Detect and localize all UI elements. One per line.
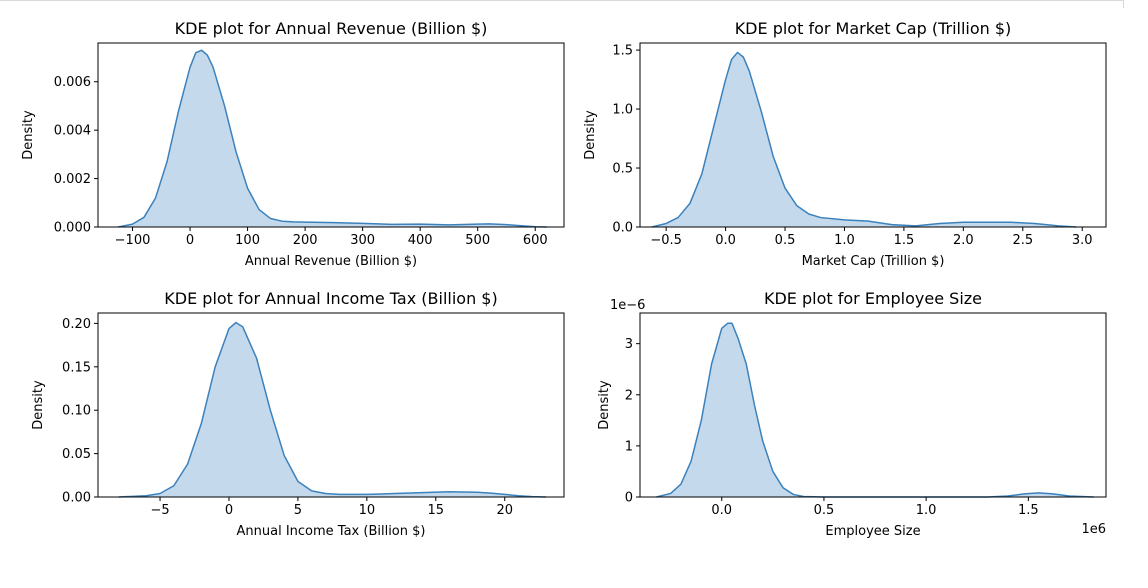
y-tick-label: 0.002: [54, 172, 91, 187]
kde-area-fill: [118, 50, 547, 228]
axes-frame: [639, 42, 1107, 228]
y-axis-label: Density: [583, 110, 598, 160]
y-tick-label: 3: [625, 337, 633, 352]
x-tick-label: 3.0: [1072, 233, 1093, 248]
x-tick-label: 1.5: [894, 233, 915, 248]
x-tick-label: 1.0: [916, 503, 937, 518]
kde-area-fill: [656, 323, 1094, 497]
x-tick-label: −5: [150, 503, 169, 518]
y-axis-label: Density: [597, 380, 612, 430]
x-tick-label: 1.5: [1018, 503, 1039, 518]
x-tick-label: 0.5: [775, 233, 796, 248]
x-tick-label: −100: [115, 233, 151, 248]
axes-frame: [639, 312, 1107, 498]
x-tick-label: 200: [293, 233, 318, 248]
x-tick-label: 0.0: [711, 503, 732, 518]
kde-density-line: [656, 322, 1094, 498]
x-tick-label: 10: [359, 503, 376, 518]
x-tick-label: 20: [496, 503, 513, 518]
x-tick-label: 2.5: [1012, 233, 1033, 248]
kde-density-line: [651, 51, 1077, 228]
x-tick-label: 0: [186, 233, 194, 248]
y-tick-label: 0.05: [62, 447, 91, 462]
kde-area-fill: [118, 322, 547, 497]
x-tick-label: 500: [465, 233, 490, 248]
frame-right-border: [1123, 0, 1124, 8]
y-tick-label: 0.5: [612, 162, 633, 177]
x-tick-label: 1.0: [834, 233, 855, 248]
y-tick-label: 0.10: [62, 404, 91, 419]
chart-panel-1: −100 0 100 200 300 400 500 600 0.000 0.002 0.004 0.…: [21, 19, 565, 269]
y-tick-label: 1.0: [612, 103, 633, 118]
y-tick-label: 0.20: [62, 317, 91, 332]
chart-title: KDE plot for Annual Income Tax (Billion …: [164, 289, 497, 308]
x-axis-label: Annual Revenue (Billion $): [245, 254, 417, 269]
x-tick-label: 2.0: [953, 233, 974, 248]
x-tick-label: 100: [235, 233, 260, 248]
chart-title: KDE plot for Annual Revenue (Billion $): [175, 19, 488, 38]
y-tick-label: 0.004: [54, 124, 91, 139]
x-tick-label: 15: [428, 503, 445, 518]
x-tick-label: 600: [523, 233, 548, 248]
y-tick-label: 0.15: [62, 360, 91, 375]
chart-panel-2: −0.5 0.0 0.5 1.0 1.5 2.0 2.5 3.0 0.0 0.5 1.0 1.5 KDE…: [583, 19, 1107, 269]
x-tick-label: −0.5: [650, 233, 682, 248]
kde-density-line: [118, 321, 547, 498]
x-offset-text: 1e6: [1081, 522, 1106, 537]
axes-frame: [97, 312, 565, 498]
x-axis-label: Annual Income Tax (Billion $): [237, 524, 426, 539]
x-axis-label: Employee Size: [825, 524, 920, 539]
y-tick-label: 0: [625, 491, 633, 506]
x-tick-label: 5: [294, 503, 302, 518]
x-tick-label: 0.0: [715, 233, 736, 248]
y-axis-label: Density: [21, 110, 36, 160]
y-tick-label: 0.000: [54, 221, 91, 236]
frame-top-border: [0, 0, 1124, 1]
axes-frame: [97, 42, 565, 228]
y-offset-text: 1e−6: [610, 298, 645, 313]
y-axis-label: Density: [31, 380, 46, 430]
x-tick-label: 400: [408, 233, 433, 248]
chart-title: KDE plot for Market Cap (Trillion $): [735, 19, 1012, 38]
y-tick-label: 1.5: [612, 44, 633, 59]
y-tick-label: 0.006: [54, 75, 91, 90]
chart-panel-4: 0.0 0.5 1.0 1.5 0 1 2 3 KDE plot for Employee Si…: [597, 289, 1107, 539]
chart-panel-3: −5 0 5 10 15 20 0.00 0.05 0.10 0.15 0.20 KDE plot f…: [31, 289, 565, 539]
x-axis-label: Market Cap (Trillion $): [802, 254, 945, 269]
x-tick-label: 0: [225, 503, 233, 518]
kde-density-line: [117, 49, 547, 228]
y-tick-label: 0.0: [612, 221, 633, 236]
x-tick-label: 0.5: [814, 503, 835, 518]
x-tick-label: 300: [350, 233, 375, 248]
y-tick-label: 2: [625, 388, 633, 403]
kde-area-fill: [651, 52, 1077, 227]
y-tick-label: 1: [625, 439, 633, 454]
chart-title: KDE plot for Employee Size: [764, 289, 982, 308]
y-tick-label: 0.00: [62, 491, 91, 506]
